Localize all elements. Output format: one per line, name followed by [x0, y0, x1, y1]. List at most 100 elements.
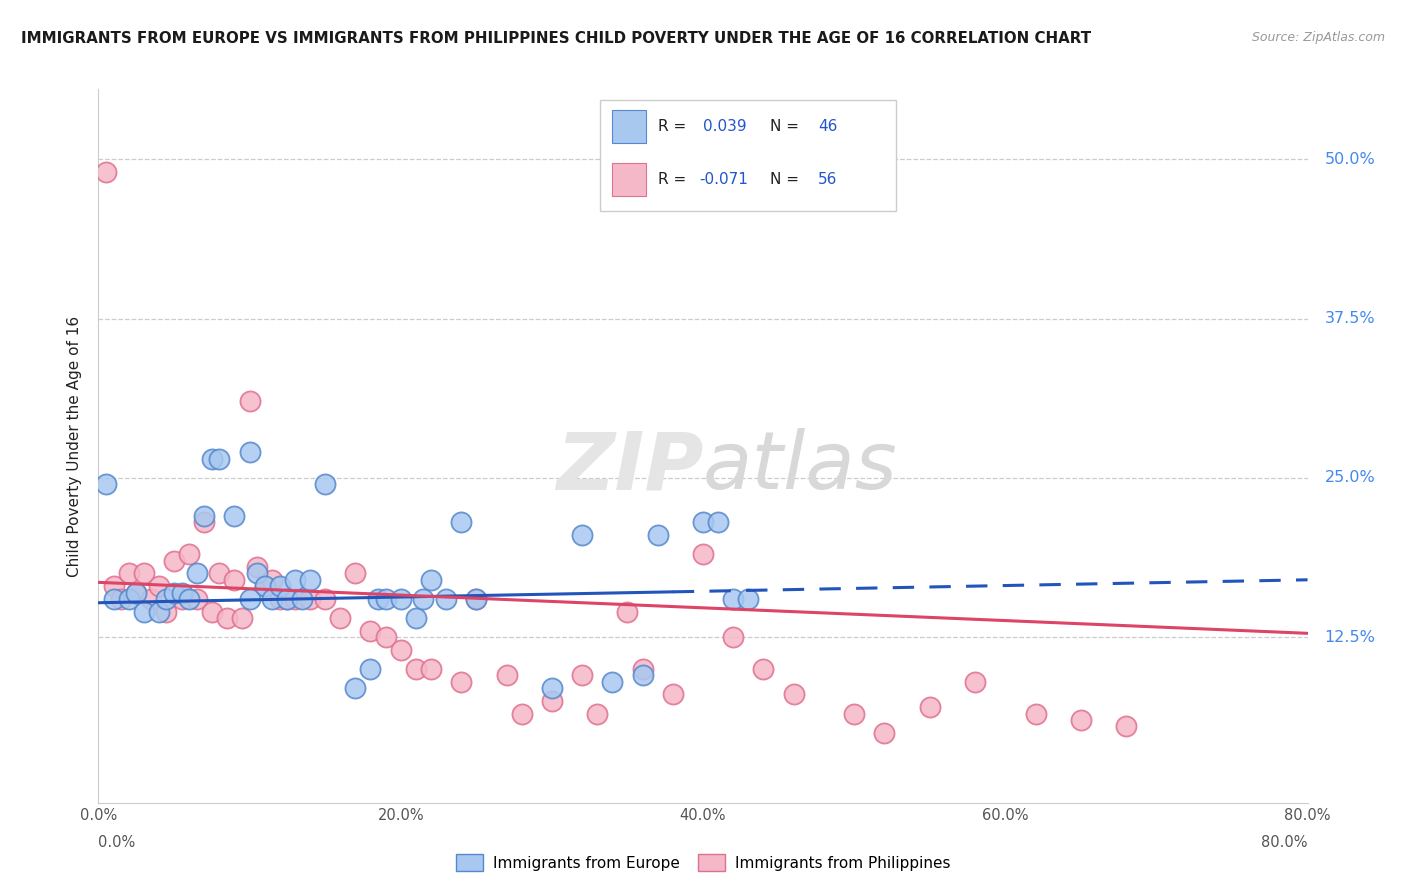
Point	[374, 591, 396, 606]
Point	[314, 477, 336, 491]
Point	[692, 516, 714, 530]
Point	[540, 694, 562, 708]
Text: Source: ZipAtlas.com: Source: ZipAtlas.com	[1251, 31, 1385, 45]
Point	[118, 591, 141, 606]
Point	[721, 630, 744, 644]
Point	[465, 591, 488, 606]
Point	[208, 566, 231, 581]
Point	[253, 579, 276, 593]
Text: -0.071: -0.071	[699, 172, 748, 187]
Text: 25.0%: 25.0%	[1324, 470, 1375, 485]
Point	[253, 579, 276, 593]
Point	[647, 528, 669, 542]
Point	[450, 674, 472, 689]
Point	[103, 579, 125, 593]
Point	[163, 554, 186, 568]
Point	[374, 630, 396, 644]
Point	[239, 445, 262, 459]
Point	[125, 585, 148, 599]
Point	[155, 605, 177, 619]
Point	[208, 451, 231, 466]
Point	[284, 573, 307, 587]
Point	[239, 591, 262, 606]
Point	[118, 566, 141, 581]
Point	[155, 591, 177, 606]
Point	[965, 674, 987, 689]
Point	[262, 573, 284, 587]
Point	[412, 591, 434, 606]
Point	[692, 547, 714, 561]
Point	[224, 509, 246, 524]
Point	[262, 591, 284, 606]
Point	[94, 165, 117, 179]
Text: IMMIGRANTS FROM EUROPE VS IMMIGRANTS FROM PHILIPPINES CHILD POVERTY UNDER THE AG: IMMIGRANTS FROM EUROPE VS IMMIGRANTS FRO…	[21, 31, 1091, 46]
Text: R =: R =	[658, 172, 692, 187]
Point	[201, 451, 224, 466]
Point	[450, 516, 472, 530]
Point	[276, 591, 298, 606]
Text: 12.5%: 12.5%	[1324, 630, 1375, 645]
Point	[752, 662, 775, 676]
Point	[201, 605, 224, 619]
Point	[782, 688, 804, 702]
Point	[405, 662, 427, 676]
Point	[873, 725, 896, 739]
Point	[148, 579, 170, 593]
Point	[344, 681, 367, 695]
Point	[170, 585, 193, 599]
Point	[737, 591, 759, 606]
Point	[177, 547, 201, 561]
Text: N =: N =	[769, 119, 803, 134]
Point	[186, 566, 208, 581]
Point	[344, 566, 367, 581]
Point	[231, 611, 253, 625]
Point	[586, 706, 609, 721]
Point	[132, 605, 155, 619]
Point	[1115, 719, 1137, 733]
Point	[721, 591, 744, 606]
Point	[246, 560, 269, 574]
Point	[103, 591, 125, 606]
Text: 46: 46	[818, 119, 837, 134]
Point	[389, 643, 412, 657]
Point	[631, 668, 654, 682]
Point	[419, 662, 441, 676]
Point	[1024, 706, 1046, 721]
Text: 56: 56	[818, 172, 837, 187]
Point	[276, 591, 298, 606]
Point	[495, 668, 517, 682]
Point	[631, 662, 654, 676]
Text: 80.0%: 80.0%	[1261, 836, 1308, 850]
Point	[132, 566, 155, 581]
Bar	[612, 110, 647, 143]
Point	[125, 585, 148, 599]
Text: 0.0%: 0.0%	[98, 836, 135, 850]
Point	[299, 591, 322, 606]
Point	[314, 591, 336, 606]
Point	[389, 591, 412, 606]
Point	[465, 591, 488, 606]
Point	[299, 573, 322, 587]
Text: ZIP: ZIP	[555, 428, 703, 507]
Point	[163, 585, 186, 599]
Point	[170, 591, 193, 606]
Point	[239, 394, 262, 409]
Point	[707, 516, 730, 530]
Point	[616, 605, 638, 619]
Y-axis label: Child Poverty Under the Age of 16: Child Poverty Under the Age of 16	[67, 316, 83, 576]
FancyBboxPatch shape	[600, 100, 897, 211]
Text: N =: N =	[769, 172, 803, 187]
Point	[186, 591, 208, 606]
Point	[434, 591, 457, 606]
Point	[540, 681, 562, 695]
Point	[94, 477, 117, 491]
Point	[510, 706, 533, 721]
Point	[419, 573, 441, 587]
Point	[224, 573, 246, 587]
Point	[844, 706, 866, 721]
Point	[148, 605, 170, 619]
Point	[1070, 713, 1092, 727]
Point	[269, 591, 291, 606]
Text: 50.0%: 50.0%	[1324, 152, 1375, 167]
Legend: Immigrants from Europe, Immigrants from Philippines: Immigrants from Europe, Immigrants from …	[450, 848, 956, 877]
